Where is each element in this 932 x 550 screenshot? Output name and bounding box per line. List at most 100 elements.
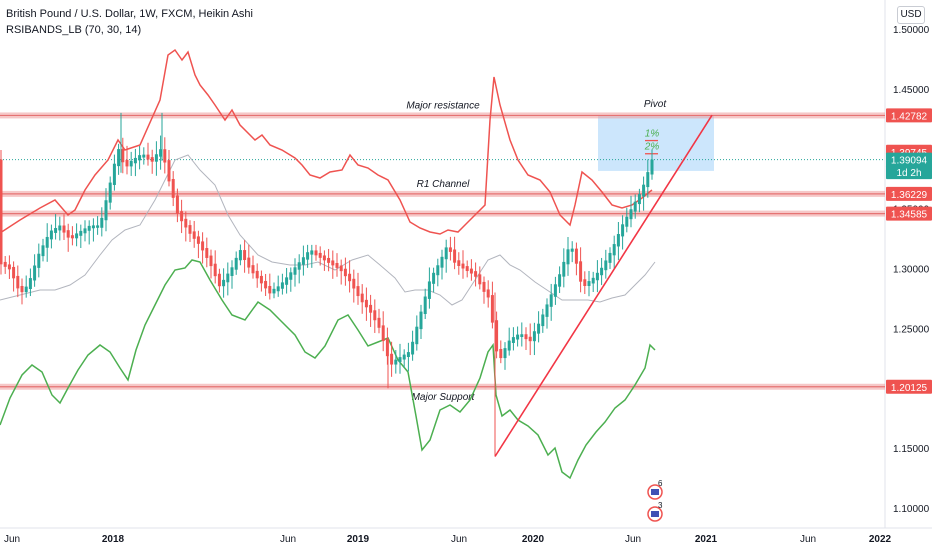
x-tick-label: 2020 <box>522 534 545 545</box>
candle-body <box>272 288 276 294</box>
candle-body <box>180 211 184 222</box>
candle-body <box>142 154 146 158</box>
candle-body <box>453 249 457 263</box>
candle-body <box>133 157 137 164</box>
event-badge[interactable]: 3 <box>647 501 663 522</box>
candle-body <box>507 340 511 351</box>
candle-body <box>398 357 402 363</box>
candles-group <box>0 135 654 377</box>
candle-body <box>486 289 490 298</box>
candle-body <box>3 261 7 267</box>
candle-body <box>490 295 494 323</box>
candle-body <box>377 317 381 328</box>
candle-body <box>427 281 431 299</box>
candle-body <box>171 178 175 198</box>
candle-body <box>524 334 528 340</box>
candle-body <box>150 157 154 162</box>
candle-body <box>331 260 335 266</box>
candle-body <box>322 255 326 261</box>
candle-body <box>192 231 196 239</box>
candle-body <box>234 257 238 270</box>
candle-body <box>87 225 91 231</box>
candle-body <box>587 281 591 286</box>
level-label: Major resistance <box>406 100 480 111</box>
candle-body <box>482 281 486 292</box>
candle-body <box>16 275 20 289</box>
candle-body <box>184 218 188 228</box>
candle-body <box>306 252 310 260</box>
x-tick-label: 2022 <box>869 534 892 545</box>
candle-body <box>650 159 654 175</box>
candle-body <box>352 278 356 289</box>
candle-body <box>243 250 247 260</box>
y-tick-label: 1.15000 <box>893 444 930 455</box>
candle-body <box>646 172 650 188</box>
candle-body <box>310 250 314 255</box>
candle-body <box>495 320 499 352</box>
event-badge-count: 6 <box>658 479 663 488</box>
candle-body <box>503 348 507 359</box>
pivot-label: Pivot <box>644 99 667 110</box>
x-tick-label: Jun <box>451 534 467 545</box>
candle-body <box>406 352 410 357</box>
candle-body <box>579 261 583 282</box>
pivot-mark-label: 2% <box>644 142 660 153</box>
candle-body <box>217 273 221 287</box>
candle-body <box>360 293 364 303</box>
candle-body <box>381 325 385 342</box>
candle-body <box>104 200 108 221</box>
candle-body <box>54 228 58 233</box>
candle-body <box>276 286 280 292</box>
price-label: 1d 2h <box>896 168 921 179</box>
candle-body <box>423 296 427 315</box>
candle-body <box>419 311 423 330</box>
pivot-mark-label: 1% <box>645 129 660 140</box>
candle-body <box>402 354 406 360</box>
candle-body <box>196 236 200 244</box>
candle-body <box>12 266 16 279</box>
x-tick-label: 2021 <box>695 534 718 545</box>
price-label-bg <box>886 165 932 180</box>
candle-body <box>411 341 415 355</box>
candle-body <box>159 149 163 157</box>
candle-body <box>83 228 87 234</box>
candle-body <box>58 225 62 231</box>
candle-body <box>541 314 545 327</box>
candle-body <box>163 149 167 163</box>
indicator-legend[interactable]: RSIBANDS_LB (70, 30, 14) <box>6 24 142 36</box>
candle-body <box>112 163 116 185</box>
candle-body <box>444 247 448 260</box>
flag-icon-shape <box>651 511 659 517</box>
candle-body <box>66 230 70 238</box>
candle-body <box>91 225 95 229</box>
candle-body <box>146 154 150 160</box>
candle-body <box>511 337 515 343</box>
candle-body <box>45 236 49 248</box>
candle-body <box>415 326 419 345</box>
event-badge[interactable]: 6 <box>647 479 663 500</box>
candle-body <box>222 279 226 287</box>
price-label-bg <box>886 379 932 394</box>
y-tick-label: 1.30000 <box>893 265 930 276</box>
currency-button[interactable]: USD <box>897 6 925 24</box>
support-trendline <box>494 114 713 457</box>
level-label: Major Support <box>412 392 476 403</box>
candle-body <box>285 277 289 285</box>
candle-body <box>129 160 133 167</box>
candle-body <box>226 273 230 283</box>
candle-body <box>138 155 142 161</box>
candle-body <box>327 257 331 263</box>
candle-body <box>612 244 616 256</box>
candle-body <box>238 250 242 261</box>
candle-body <box>642 184 646 197</box>
candle-body <box>625 216 629 227</box>
candle-body <box>255 270 259 279</box>
candle-body <box>562 261 566 277</box>
candle-body <box>604 260 608 271</box>
rsi-lower-band <box>0 259 656 480</box>
price-label: 1.39094 <box>891 156 928 167</box>
candle-body <box>448 247 452 252</box>
candle-body <box>335 262 339 268</box>
candle-body <box>558 274 562 287</box>
